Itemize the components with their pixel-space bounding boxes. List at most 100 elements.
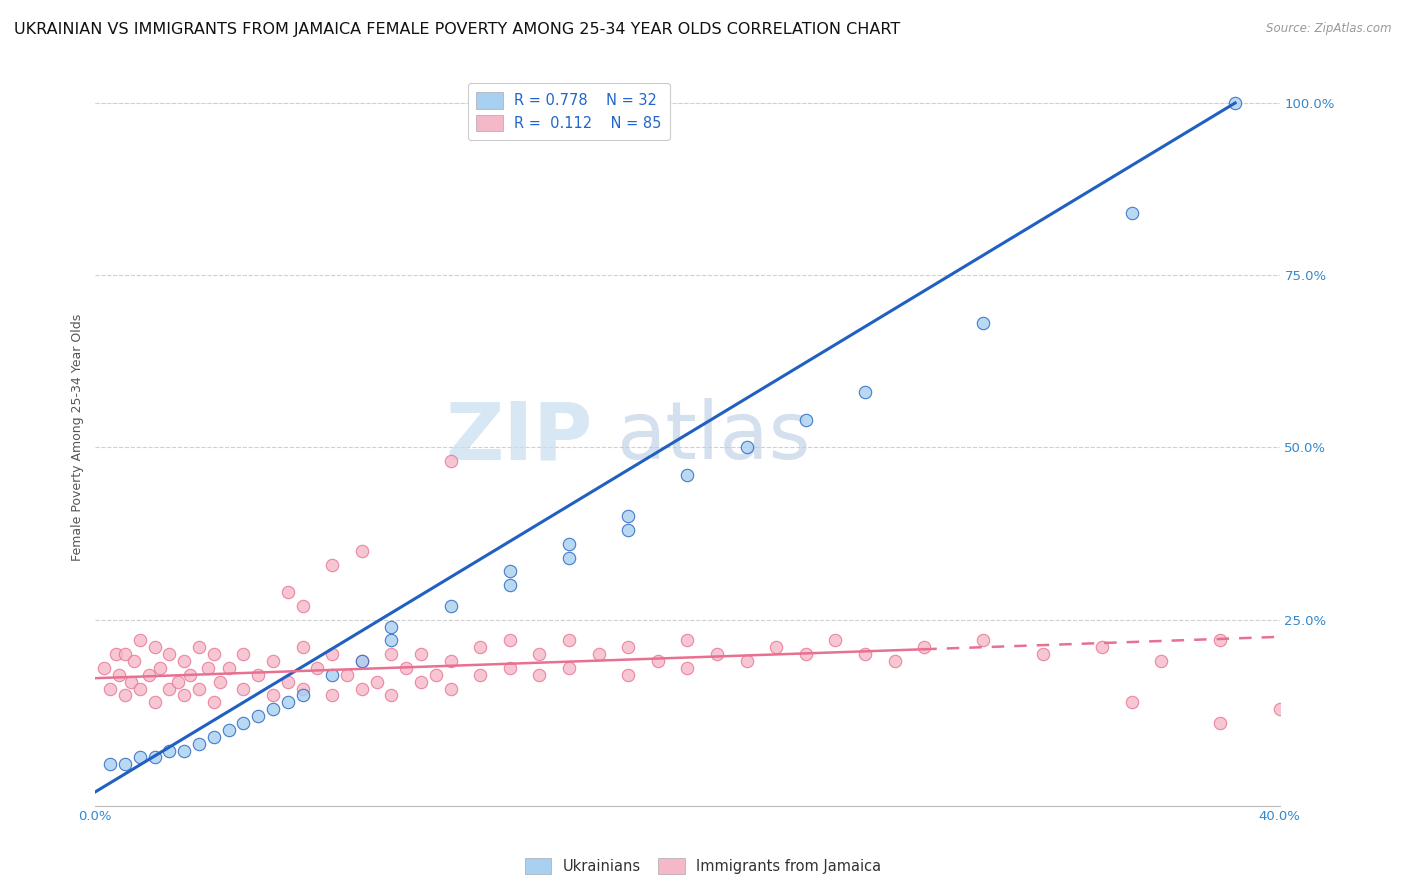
Point	[366, 674, 388, 689]
Point	[676, 633, 699, 648]
Point	[247, 667, 270, 681]
Point	[439, 599, 461, 613]
Point	[529, 647, 551, 661]
Point	[380, 633, 402, 648]
Legend: R = 0.778    N = 32, R =  0.112    N = 85: R = 0.778 N = 32, R = 0.112 N = 85	[468, 83, 671, 140]
Point	[98, 681, 121, 696]
Point	[558, 550, 581, 565]
Point	[853, 385, 876, 400]
Point	[380, 619, 402, 633]
Point	[1032, 647, 1054, 661]
Point	[114, 689, 136, 703]
Point	[706, 647, 728, 661]
Text: ZIP: ZIP	[446, 398, 593, 476]
Point	[173, 743, 195, 757]
Point	[179, 667, 201, 681]
Point	[188, 681, 211, 696]
Point	[105, 647, 128, 661]
Point	[409, 674, 432, 689]
Point	[232, 647, 254, 661]
Point	[93, 661, 115, 675]
Point	[1150, 654, 1173, 668]
Point	[321, 667, 343, 681]
Point	[143, 640, 166, 655]
Text: atlas: atlas	[616, 398, 811, 476]
Point	[425, 667, 447, 681]
Point	[262, 654, 284, 668]
Point	[128, 681, 150, 696]
Point	[232, 681, 254, 696]
Point	[735, 654, 758, 668]
Point	[1209, 633, 1232, 648]
Y-axis label: Female Poverty Among 25-34 Year Olds: Female Poverty Among 25-34 Year Olds	[72, 313, 84, 561]
Point	[1209, 715, 1232, 730]
Point	[202, 730, 225, 744]
Point	[122, 654, 145, 668]
Point	[188, 640, 211, 655]
Point	[277, 695, 299, 709]
Point	[617, 509, 640, 524]
Point	[395, 661, 418, 675]
Point	[1121, 695, 1143, 709]
Point	[617, 523, 640, 537]
Point	[588, 647, 610, 661]
Point	[291, 681, 314, 696]
Point	[499, 565, 522, 579]
Point	[307, 661, 329, 675]
Point	[262, 689, 284, 703]
Point	[912, 640, 935, 655]
Point	[291, 689, 314, 703]
Point	[409, 647, 432, 661]
Point	[291, 640, 314, 655]
Point	[853, 647, 876, 661]
Point	[735, 441, 758, 455]
Point	[120, 674, 142, 689]
Point	[202, 695, 225, 709]
Point	[470, 667, 492, 681]
Point	[439, 654, 461, 668]
Point	[350, 654, 373, 668]
Point	[824, 633, 846, 648]
Text: UKRAINIAN VS IMMIGRANTS FROM JAMAICA FEMALE POVERTY AMONG 25-34 YEAR OLDS CORREL: UKRAINIAN VS IMMIGRANTS FROM JAMAICA FEM…	[14, 22, 900, 37]
Point	[173, 689, 195, 703]
Point	[336, 667, 359, 681]
Point	[138, 667, 160, 681]
Point	[149, 661, 172, 675]
Point	[617, 667, 640, 681]
Point	[350, 681, 373, 696]
Point	[1268, 702, 1291, 716]
Point	[98, 757, 121, 772]
Point	[529, 667, 551, 681]
Point	[202, 647, 225, 661]
Point	[794, 413, 817, 427]
Point	[558, 633, 581, 648]
Point	[108, 667, 131, 681]
Point	[128, 633, 150, 648]
Point	[499, 578, 522, 592]
Point	[558, 661, 581, 675]
Point	[321, 647, 343, 661]
Point	[470, 640, 492, 655]
Point	[128, 750, 150, 764]
Text: Source: ZipAtlas.com: Source: ZipAtlas.com	[1267, 22, 1392, 36]
Point	[277, 674, 299, 689]
Point	[558, 537, 581, 551]
Point	[380, 689, 402, 703]
Point	[157, 681, 180, 696]
Point	[167, 674, 190, 689]
Point	[499, 633, 522, 648]
Point	[197, 661, 219, 675]
Point	[439, 454, 461, 468]
Point	[247, 709, 270, 723]
Point	[647, 654, 669, 668]
Legend: Ukrainians, Immigrants from Jamaica: Ukrainians, Immigrants from Jamaica	[519, 852, 887, 880]
Point	[499, 661, 522, 675]
Point	[676, 661, 699, 675]
Point	[262, 702, 284, 716]
Point	[143, 695, 166, 709]
Point	[157, 743, 180, 757]
Point	[114, 647, 136, 661]
Point	[350, 543, 373, 558]
Point	[972, 317, 994, 331]
Point	[188, 737, 211, 751]
